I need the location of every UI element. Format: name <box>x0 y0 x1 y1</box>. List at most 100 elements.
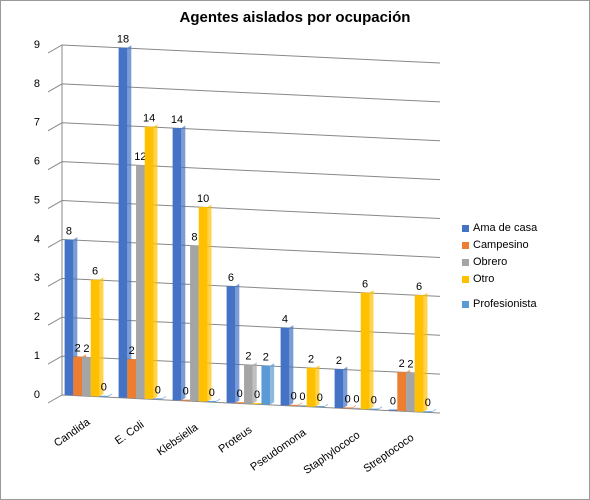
data-label: 2 <box>336 355 342 367</box>
bar <box>360 292 370 410</box>
bar <box>423 411 433 413</box>
bar-side <box>73 237 78 396</box>
data-label: 0 <box>209 387 215 399</box>
bar <box>244 364 253 404</box>
legend-swatch <box>462 225 469 232</box>
bar <box>414 295 424 412</box>
y-tick-label: 5 <box>34 194 40 206</box>
legend-swatch <box>462 242 469 249</box>
bar <box>181 399 191 401</box>
bar-side <box>343 366 348 408</box>
y-tick-label: 4 <box>34 233 40 245</box>
legend-label: Otro <box>473 273 494 285</box>
bar <box>226 286 236 403</box>
y-tick-label: 6 <box>34 156 40 168</box>
bar <box>73 356 83 396</box>
bar <box>136 165 145 399</box>
data-label: 0 <box>155 384 161 396</box>
y-tick-label: 0 <box>34 389 40 401</box>
data-label: 0 <box>101 382 107 394</box>
data-label: 18 <box>117 34 129 46</box>
data-label: 6 <box>92 266 98 278</box>
data-label: 14 <box>171 114 183 126</box>
bar-side <box>423 292 428 412</box>
bar <box>406 372 415 412</box>
bar <box>306 367 316 407</box>
legend-label: Profesionista <box>473 298 537 310</box>
data-label: 8 <box>191 231 197 243</box>
bar-side <box>352 404 357 409</box>
bar <box>397 372 407 411</box>
bar <box>118 47 128 398</box>
bar-side <box>216 398 221 402</box>
bar-side <box>162 395 167 400</box>
data-label: 0 <box>183 386 189 398</box>
bar <box>198 207 208 402</box>
bar-side <box>181 125 186 401</box>
data-label: 12 <box>134 151 146 163</box>
data-label: 8 <box>66 225 72 237</box>
bar <box>82 357 91 396</box>
bar-side <box>315 365 320 407</box>
data-label: 2 <box>75 343 81 355</box>
data-label: 0 <box>345 393 351 405</box>
bar <box>90 279 100 397</box>
bar <box>369 408 379 410</box>
data-label: 2 <box>308 354 314 366</box>
data-label: 0 <box>237 388 243 400</box>
data-label: 0 <box>390 395 396 407</box>
bar <box>144 126 154 399</box>
y-tick-label: 2 <box>34 311 40 323</box>
legend-label: Campesino <box>473 239 529 251</box>
legend-label: Obrero <box>473 256 507 268</box>
y-tick-label: 9 <box>34 39 40 51</box>
bar <box>153 398 163 400</box>
bar-side <box>432 408 437 413</box>
data-label: 2 <box>263 352 269 364</box>
data-label: 2 <box>83 343 89 355</box>
legend-swatch <box>462 276 469 283</box>
legend-label: Ama de casa <box>473 222 538 234</box>
data-label: 2 <box>399 358 405 370</box>
bar-side <box>369 290 374 410</box>
bar <box>352 407 361 409</box>
data-label: 0 <box>317 392 323 404</box>
data-label: 2 <box>407 358 413 370</box>
y-tick-label: 3 <box>34 272 40 284</box>
data-label: 14 <box>143 113 155 125</box>
bar-side <box>235 283 240 403</box>
data-label: 10 <box>197 193 209 205</box>
bar-side <box>108 393 113 397</box>
bar <box>172 128 182 401</box>
data-label: 0 <box>353 394 359 406</box>
chart-title: Agentes aislados por ocupación <box>180 9 411 26</box>
bar <box>127 359 137 399</box>
bar <box>235 402 245 404</box>
bar <box>298 405 307 407</box>
data-label: 2 <box>245 351 251 363</box>
data-label: 4 <box>282 314 288 326</box>
bar <box>99 395 109 397</box>
data-label: 0 <box>371 395 377 407</box>
bar-side <box>127 45 132 398</box>
y-tick-label: 1 <box>34 350 40 362</box>
bar <box>388 409 398 411</box>
bar-side <box>289 325 294 406</box>
data-label: 6 <box>228 272 234 284</box>
bar <box>261 365 271 405</box>
data-label: 0 <box>254 389 260 401</box>
bar <box>207 400 217 402</box>
bar-side <box>324 403 329 408</box>
bar-side <box>153 124 158 399</box>
bar <box>252 403 262 405</box>
data-label: 0 <box>425 397 431 409</box>
bar <box>280 327 290 406</box>
bar <box>334 369 344 408</box>
bar-side <box>298 402 303 406</box>
legend-swatch <box>462 301 469 308</box>
bar-side <box>378 406 383 410</box>
legend-swatch <box>462 259 469 266</box>
